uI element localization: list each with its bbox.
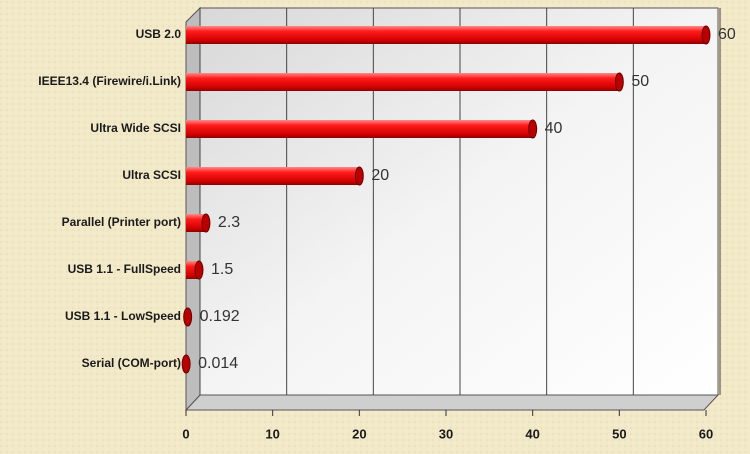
bar-body bbox=[186, 214, 206, 232]
y-tick-label: Parallel (Printer port) bbox=[62, 215, 181, 229]
bar-end bbox=[614, 72, 624, 92]
x-tick-label: 0 bbox=[182, 426, 189, 441]
plot-wall bbox=[199, 7, 719, 396]
value-label: 60 bbox=[718, 26, 736, 43]
bar bbox=[186, 260, 204, 280]
bar-end bbox=[181, 354, 191, 374]
bar bbox=[186, 25, 711, 45]
bar-body bbox=[186, 120, 533, 138]
y-tick-label: Ultra Wide SCSI bbox=[90, 121, 181, 135]
value-label: 50 bbox=[631, 73, 649, 90]
bar-body bbox=[186, 167, 360, 185]
value-label: 20 bbox=[371, 167, 389, 184]
y-tick-label: Serial (COM-port) bbox=[82, 356, 181, 370]
y-tick-label: USB 2.0 bbox=[136, 27, 182, 41]
x-tick-label: 30 bbox=[439, 426, 453, 441]
bar-body bbox=[186, 26, 706, 44]
x-tick-label: 60 bbox=[699, 426, 713, 441]
value-label: 40 bbox=[545, 120, 563, 137]
plot-floor bbox=[184, 394, 720, 411]
x-tick-label: 10 bbox=[265, 426, 279, 441]
bar-end bbox=[183, 307, 193, 327]
bar bbox=[181, 354, 191, 374]
bar bbox=[186, 213, 211, 233]
y-tick-label: IEEE13.4 (Firewire/i.Link) bbox=[38, 74, 181, 88]
plot-side bbox=[185, 6, 201, 412]
value-label: 2.3 bbox=[218, 214, 240, 231]
y-tick-label: USB 1.1 - FullSpeed bbox=[68, 262, 181, 276]
bar-body bbox=[186, 73, 620, 91]
bar-end bbox=[354, 166, 364, 186]
y-tick-label: USB 1.1 - LowSpeed bbox=[65, 309, 181, 323]
bar bbox=[186, 166, 364, 186]
x-tick-label: 40 bbox=[525, 426, 539, 441]
bar-end bbox=[194, 260, 204, 280]
x-tick-label: 20 bbox=[352, 426, 366, 441]
bar bbox=[183, 307, 193, 327]
value-label: 0.014 bbox=[198, 355, 238, 372]
bar-end bbox=[528, 119, 538, 139]
bar bbox=[186, 72, 624, 92]
y-tick-label: Ultra SCSI bbox=[122, 168, 181, 182]
x-tick-label: 50 bbox=[612, 426, 626, 441]
bar bbox=[186, 119, 538, 139]
value-label: 0.192 bbox=[200, 308, 240, 325]
bar-end bbox=[701, 25, 711, 45]
bar-end bbox=[201, 213, 211, 233]
value-label: 1.5 bbox=[211, 261, 233, 278]
